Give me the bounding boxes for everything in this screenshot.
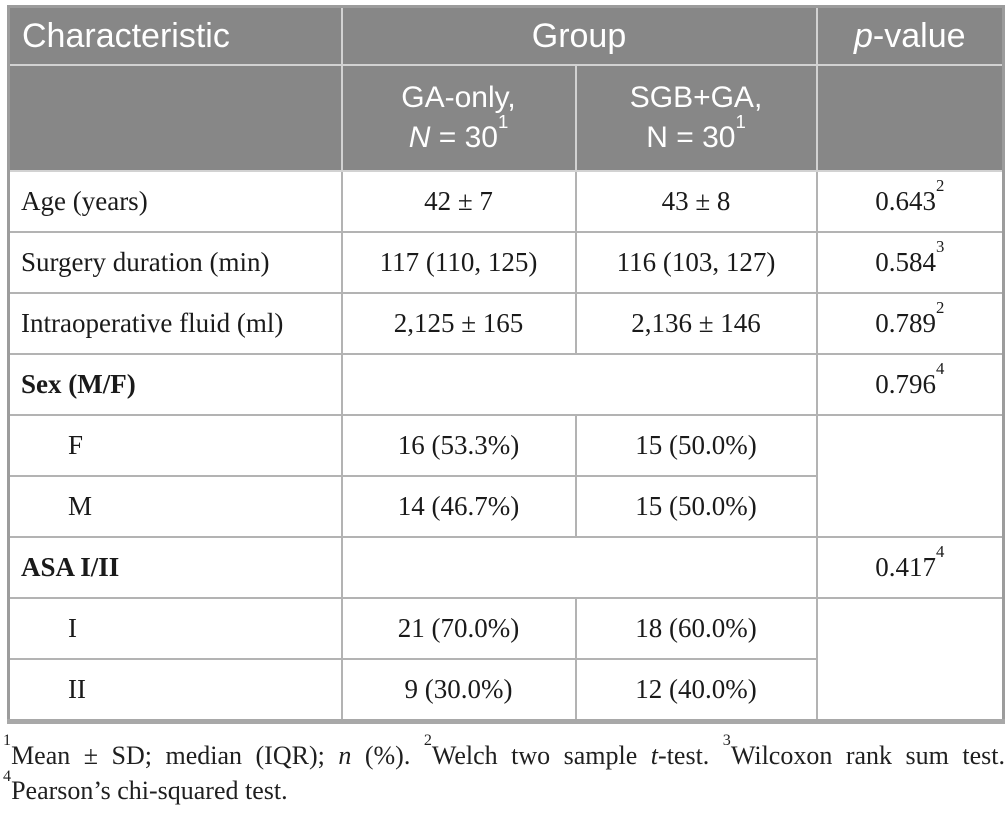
sgb-value-cell: 12 (40.0%) [574, 658, 818, 723]
subheader-sgb-ga: SGB+GA, N = 301 [574, 64, 818, 172]
footnote-italic-t: t [650, 741, 659, 770]
row-label: ASA I/II [7, 536, 343, 599]
ga-value-cell: 14 (46.7%) [340, 475, 577, 538]
footnote-ref-2: 2 [423, 732, 432, 750]
p-value-footnote-ref: 3 [935, 236, 945, 256]
column-header-characteristic: Characteristic [7, 5, 343, 66]
footnote-text: Welch two sample [431, 741, 651, 770]
ga-only-n-symbol: N [408, 121, 431, 154]
table-row-asa-2: II 9 (30.0%) 12 (40.0%) [7, 658, 1004, 723]
footnote-ref-4: 4 [3, 767, 12, 785]
table-row-surgery-duration: Surgery duration (min) 117 (110, 125) 11… [7, 231, 1005, 294]
p-value-footnote-ref: 2 [935, 175, 945, 195]
row-label: II [7, 658, 343, 723]
p-value-italic-p: p [853, 16, 873, 55]
ga-value-cell: 117 (110, 125) [340, 231, 577, 294]
table-row-sex-m: M 14 (46.7%) 15 (50.0%) [7, 475, 1004, 538]
row-label: F [7, 414, 343, 477]
table-row-sex: Sex (M/F) 0.7964 [7, 353, 1005, 416]
footnote-italic-n: n [338, 741, 352, 770]
row-label: Surgery duration (min) [7, 231, 343, 294]
table-row-intraoperative-fluid: Intraoperative fluid (ml) 2,125 ± 165 2,… [7, 292, 1005, 355]
table-row-asa-1: I 21 (70.0%) 18 (60.0%) [7, 597, 1005, 723]
table-body: Age (years) 42 ± 7 43 ± 8 0.6432 Surgery… [7, 170, 1005, 723]
footnote-line-2: 4Pearson’s chi-squared test. [3, 768, 1005, 808]
sgb-value-cell: 18 (60.0%) [574, 597, 818, 660]
table-header: Characteristic Group p-value GA-only, N =… [7, 5, 1005, 172]
p-value: 0.417 [875, 552, 936, 582]
row-label: I [7, 597, 343, 660]
ga-value-cell: 2,125 ± 165 [340, 292, 577, 355]
footnote-ref-3: 3 [722, 732, 731, 750]
merged-empty-p-cell [815, 597, 1005, 723]
p-value-cell: 0.6432 [815, 170, 1005, 233]
sgb-value-cell: 43 ± 8 [574, 170, 818, 233]
p-value-footnote-ref: 2 [935, 297, 945, 317]
footnote-text: Mean ± SD; median (IQR); [11, 741, 339, 770]
p-value-suffix: -value [872, 16, 966, 55]
table-row-age: Age (years) 42 ± 7 43 ± 8 0.6432 [7, 170, 1005, 233]
ga-value-cell: 16 (53.3%) [340, 414, 577, 477]
merged-empty-group-cell [340, 536, 818, 599]
ga-value-cell: 9 (30.0%) [340, 658, 577, 723]
row-label: Sex (M/F) [7, 353, 343, 416]
merged-empty-group-cell [340, 353, 818, 416]
p-value: 0.643 [875, 186, 936, 216]
footnote-text: (%). [351, 741, 424, 770]
p-value: 0.584 [875, 247, 936, 277]
table-row-sex-f: F 16 (53.3%) 15 (50.0%) [7, 414, 1005, 538]
footnote-ref-1: 1 [3, 732, 12, 750]
ga-only-label: GA-only, [401, 81, 516, 115]
footnote-line-1: 1Mean ± SD; median (IQR); n (%). 2Welch … [3, 733, 1005, 773]
ga-only-footnote-ref: 1 [497, 110, 509, 132]
sgb-ga-footnote-ref: 1 [735, 110, 746, 132]
column-header-group: Group [340, 5, 818, 66]
header-row-subgroups: GA-only, N = 301 SGB+GA, N = 301 [7, 64, 1005, 172]
footnote-text: -test. [658, 741, 723, 770]
sgb-ga-label: SGB+GA, [629, 81, 763, 115]
characteristics-table: Characteristic Group p-value GA-only, N =… [7, 5, 1005, 724]
table-row-asa: ASA I/II 0.4174 [7, 536, 1005, 599]
subheader-ga-only: GA-only, N = 301 [340, 64, 577, 172]
ga-value-cell: 42 ± 7 [340, 170, 577, 233]
p-value: 0.789 [875, 308, 936, 338]
column-header-p-value: p-value [815, 5, 1005, 66]
row-label: Intraoperative fluid (ml) [7, 292, 343, 355]
p-value-cell: 0.7892 [815, 292, 1005, 355]
subheader-empty-characteristic [7, 64, 343, 172]
table-footnotes: 1Mean ± SD; median (IQR); n (%). 2Welch … [3, 733, 1005, 808]
ga-value-cell: 21 (70.0%) [340, 597, 577, 660]
merged-empty-p-cell [815, 414, 1005, 538]
sgb-value-cell: 2,136 ± 146 [574, 292, 818, 355]
p-value-footnote-ref: 4 [935, 358, 945, 378]
p-value-footnote-ref: 4 [935, 541, 945, 561]
p-value-cell: 0.5843 [815, 231, 1005, 294]
sgb-value-cell: 116 (103, 127) [574, 231, 818, 294]
p-value-cell: 0.4174 [815, 536, 1005, 599]
sgb-value-cell: 15 (50.0%) [574, 475, 818, 538]
subheader-empty-p-value [815, 64, 1005, 172]
header-row-top: Characteristic Group p-value [7, 5, 1005, 66]
row-label: Age (years) [7, 170, 343, 233]
p-value-cell: 0.7964 [815, 353, 1005, 416]
row-label: M [7, 475, 343, 538]
sgb-ga-n-symbol: N [646, 121, 668, 154]
footnote-text: Wilcoxon rank sum test. [730, 741, 1005, 770]
sgb-value-cell: 15 (50.0%) [574, 414, 818, 477]
sgb-ga-n-value: = 30 [667, 121, 736, 154]
ga-only-n-value: = 30 [430, 121, 498, 154]
footnote-text: Pearson’s chi-squared test. [11, 776, 288, 806]
p-value: 0.796 [875, 369, 936, 399]
